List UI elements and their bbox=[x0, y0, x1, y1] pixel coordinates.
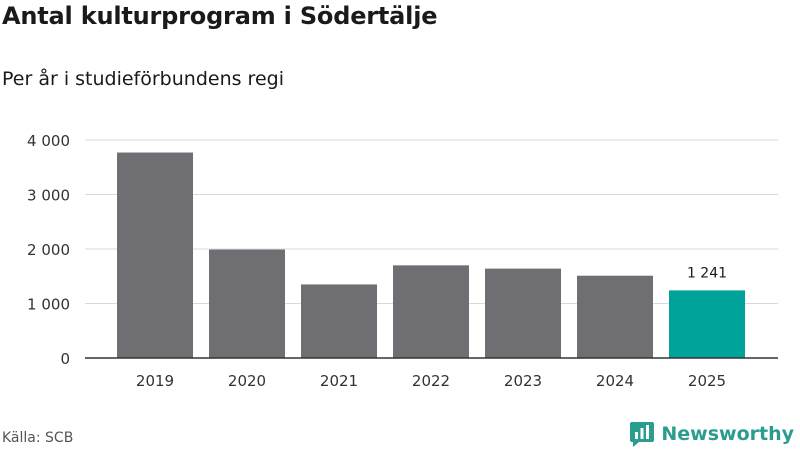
x-tick-label: 2021 bbox=[320, 372, 358, 390]
x-tick-label: 2024 bbox=[596, 372, 634, 390]
x-tick-label: 2020 bbox=[228, 372, 266, 390]
x-tick-label: 2022 bbox=[412, 372, 450, 390]
bar-2025 bbox=[669, 290, 745, 358]
brand-name: Newsworthy bbox=[661, 423, 794, 445]
source-note: Källa: SCB bbox=[2, 430, 74, 446]
bar-2023 bbox=[485, 268, 561, 358]
y-tick-label: 4 000 bbox=[27, 132, 70, 150]
bar-2022 bbox=[393, 265, 469, 358]
bar-2020 bbox=[209, 249, 285, 358]
bars bbox=[117, 152, 745, 358]
x-tick-label: 2023 bbox=[504, 372, 542, 390]
bar-2021 bbox=[301, 284, 377, 358]
brand-logo: Newsworthy bbox=[629, 420, 794, 448]
y-tick-label: 2 000 bbox=[27, 241, 70, 259]
bar-2024 bbox=[577, 275, 653, 358]
data-labels: 1 241 bbox=[687, 265, 727, 281]
chart-subtitle: Per år i studieförbundens regi bbox=[2, 68, 284, 90]
data-label: 1 241 bbox=[687, 265, 727, 281]
bar-2019 bbox=[117, 152, 193, 358]
x-tick-label: 2019 bbox=[136, 372, 174, 390]
y-tick-label: 3 000 bbox=[27, 187, 70, 205]
x-tick-labels: 2019 2020 2021 2022 2023 2024 2025 bbox=[136, 372, 726, 390]
chart-title: Antal kulturprogram i Södertälje bbox=[2, 2, 438, 30]
y-tick-label: 0 bbox=[60, 350, 70, 368]
y-tick-labels: 0 1 000 2 000 3 000 4 000 bbox=[27, 132, 70, 368]
newsworthy-logo-icon bbox=[630, 422, 655, 447]
y-tick-label: 1 000 bbox=[27, 296, 70, 314]
x-tick-label: 2025 bbox=[688, 372, 726, 390]
